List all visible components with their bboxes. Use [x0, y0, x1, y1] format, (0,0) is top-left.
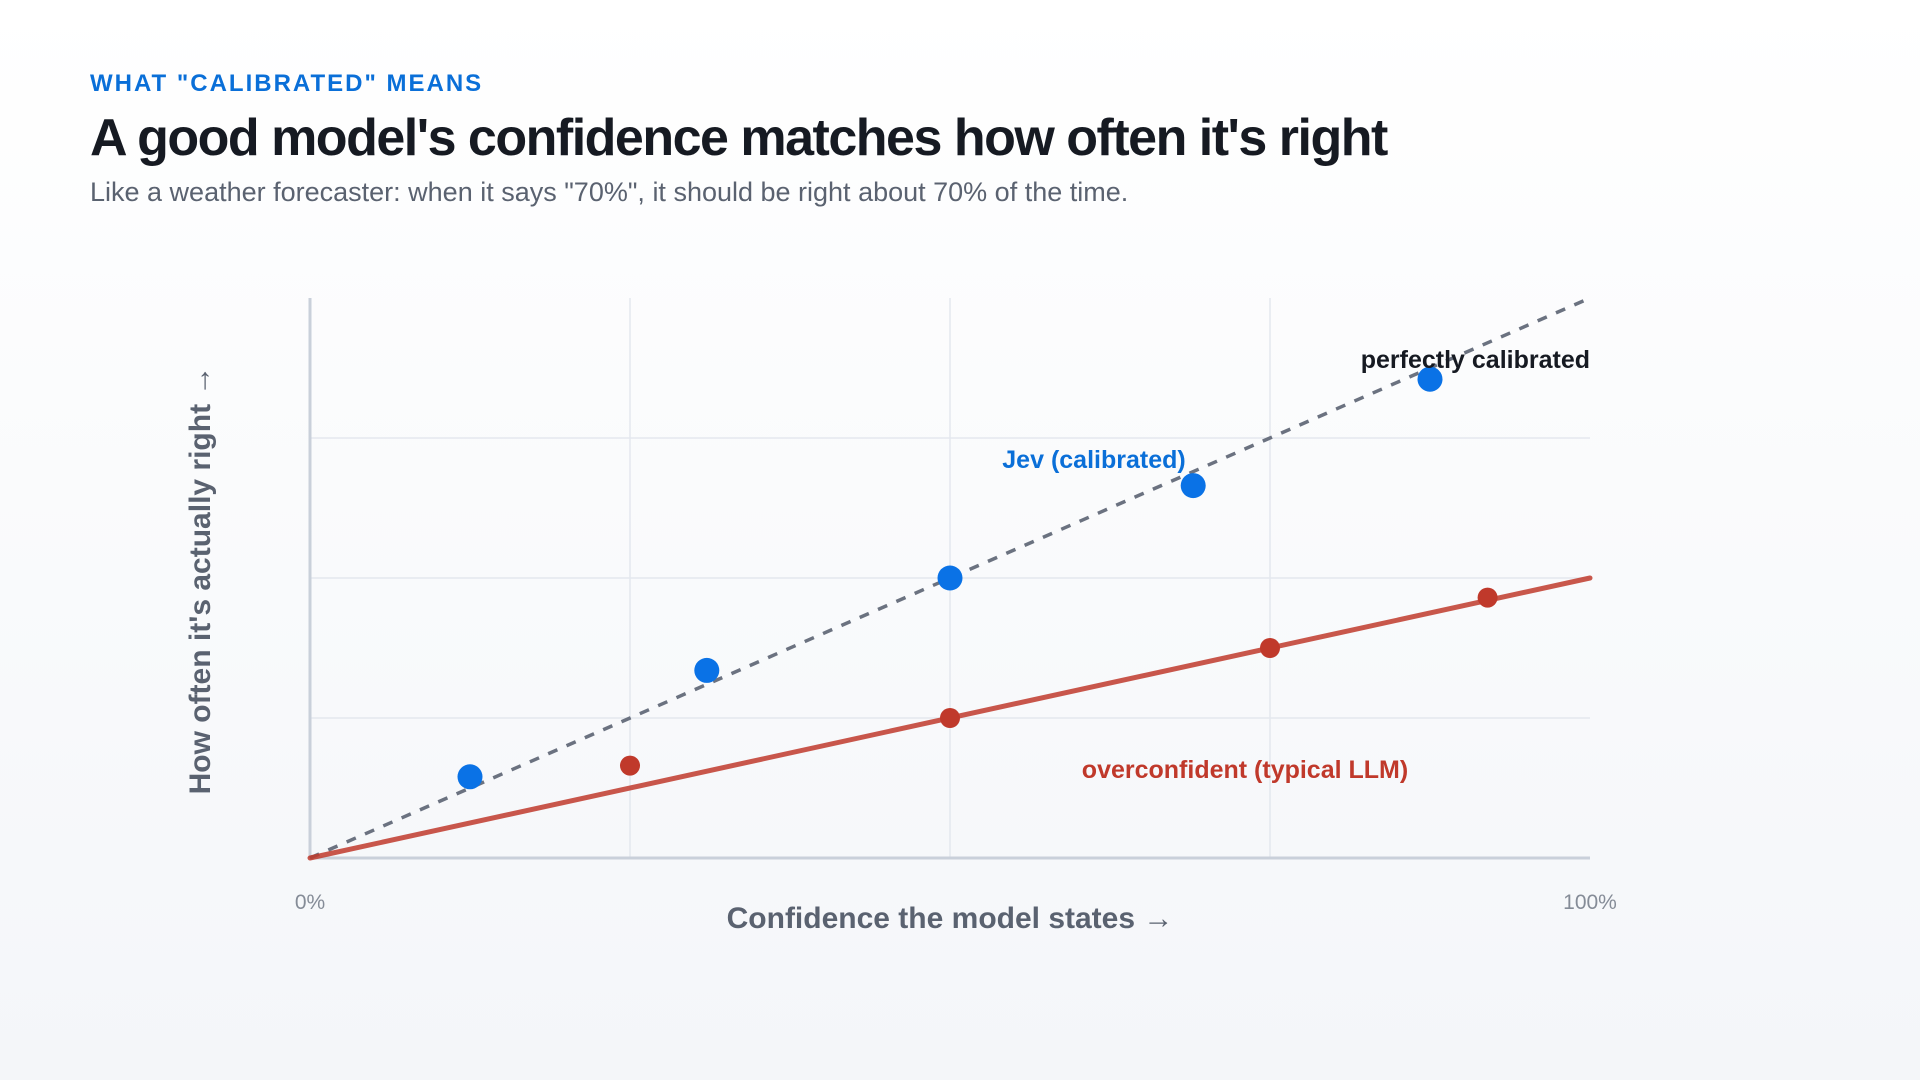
- x-axis-label: Confidence the model states →: [727, 902, 1174, 935]
- eyebrow-label: WHAT "CALIBRATED" MEANS: [90, 70, 484, 97]
- calibrated-data-point: [457, 764, 483, 790]
- calibrated-data-point: [1417, 366, 1443, 392]
- perfect-calibration-reference-line: [309, 296, 1591, 860]
- overconfident-data-point: [1260, 638, 1280, 658]
- x-tick-label-max: 100%: [1563, 891, 1617, 914]
- calibrated-data-point: [937, 565, 963, 591]
- y-axis-label: How often it's actually right →: [184, 366, 217, 795]
- overconfident-data-point: [1477, 587, 1498, 608]
- chart-points: [457, 366, 1498, 790]
- chart-axes: [308, 298, 1590, 860]
- calibrated-data-point: [1180, 473, 1206, 499]
- calibrated-data-point: [694, 657, 720, 683]
- overconfident-data-point: [620, 755, 640, 776]
- x-tick-label-min: 0%: [295, 891, 325, 914]
- overconfident-series-label: overconfident (typical LLM): [1082, 756, 1408, 784]
- page-title: A good model's confidence matches how of…: [90, 109, 1388, 167]
- calibrated-series-label: Jev (calibrated): [1002, 446, 1185, 474]
- page-subtitle: Like a weather forecaster: when it says …: [90, 177, 1129, 207]
- overconfident-data-point: [940, 708, 960, 728]
- reference-line-label: perfectly calibrated: [1361, 346, 1590, 374]
